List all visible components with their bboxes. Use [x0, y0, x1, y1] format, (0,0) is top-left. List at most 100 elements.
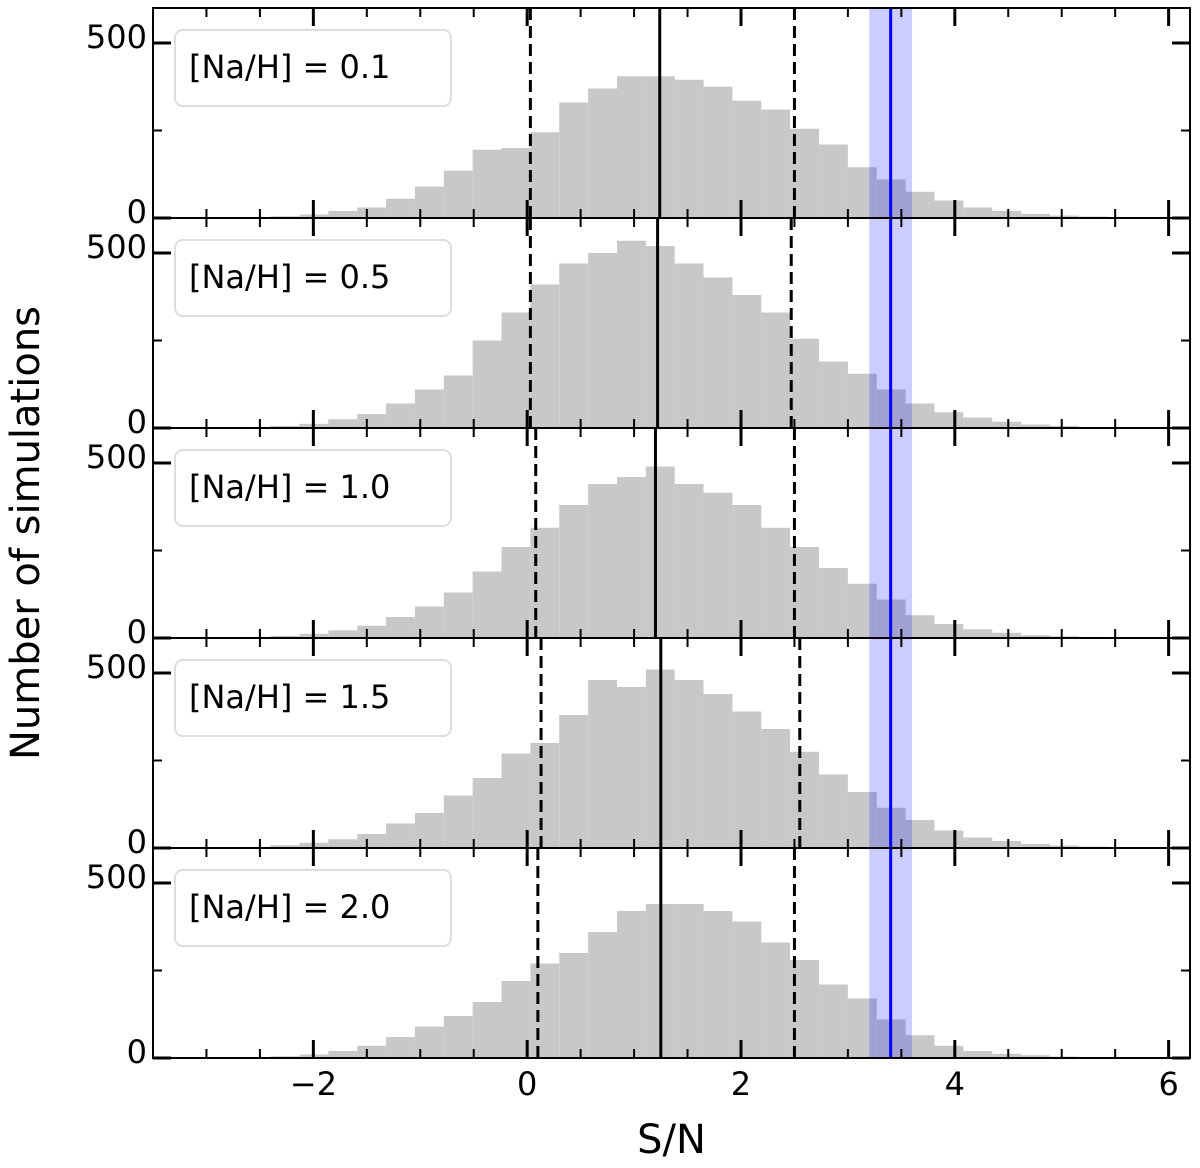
bar	[1021, 843, 1050, 848]
bar	[357, 1045, 387, 1058]
bar	[674, 904, 704, 1058]
bar	[732, 711, 762, 848]
bar	[992, 421, 1022, 428]
bar	[270, 425, 300, 428]
bar	[819, 774, 848, 848]
bar	[530, 284, 560, 428]
bar	[703, 911, 733, 1058]
bar	[328, 1051, 358, 1058]
panel-frame	[152, 847, 1191, 1059]
y-tick-label: 500	[86, 18, 147, 56]
bar	[588, 680, 617, 848]
annotation-box	[174, 29, 452, 107]
bar	[761, 729, 791, 848]
bar	[386, 403, 415, 428]
y-tick-label: 500	[86, 648, 147, 686]
bar	[963, 207, 993, 218]
bar	[386, 1037, 415, 1058]
bar	[270, 635, 300, 638]
bar	[1021, 424, 1050, 428]
bar	[645, 246, 675, 428]
annotation: [Na/H] = 0.5	[189, 258, 390, 296]
bar	[501, 753, 531, 848]
bar	[472, 571, 502, 638]
bar	[847, 583, 877, 638]
bar	[386, 823, 415, 848]
bar	[732, 100, 762, 218]
bar	[847, 792, 877, 848]
bar	[645, 466, 675, 638]
bar	[819, 984, 848, 1058]
bar	[761, 527, 791, 638]
bar	[790, 338, 820, 428]
y-tick-label: 500	[86, 438, 147, 476]
bar	[588, 932, 617, 1058]
bar	[588, 484, 617, 638]
bar	[674, 79, 704, 218]
bar	[472, 149, 502, 218]
bar	[616, 911, 646, 1058]
y-tick-label: 500	[86, 858, 147, 896]
bar	[963, 629, 993, 638]
y-tick-label: 0	[127, 1033, 147, 1071]
bar	[616, 240, 646, 428]
bar	[386, 198, 415, 218]
bar	[934, 412, 964, 428]
bar	[270, 845, 300, 848]
bar	[934, 1045, 964, 1058]
bar	[559, 715, 589, 848]
bar	[732, 505, 762, 638]
bar	[819, 568, 848, 638]
bar	[847, 167, 877, 218]
bar	[616, 687, 646, 848]
bar	[761, 109, 791, 218]
y-tick-label: 0	[127, 823, 147, 861]
y-tick-label: 0	[127, 193, 147, 231]
bar	[443, 795, 473, 848]
bar	[905, 191, 935, 218]
bar	[992, 841, 1022, 848]
bar	[847, 998, 877, 1058]
bar	[501, 148, 531, 218]
bar	[1021, 1055, 1050, 1058]
bar	[790, 751, 820, 848]
bar	[992, 632, 1022, 638]
bar	[674, 484, 704, 638]
bar	[963, 417, 993, 428]
bar	[934, 200, 964, 218]
bar	[328, 630, 358, 638]
bar	[328, 839, 358, 848]
bar	[934, 624, 964, 638]
bar	[732, 295, 762, 428]
y-axis-label: Number of simulations	[3, 306, 49, 760]
annotation: [Na/H] = 1.5	[189, 678, 390, 716]
bar	[443, 375, 473, 428]
bar	[616, 477, 646, 638]
bar	[414, 186, 444, 218]
bar	[414, 1026, 444, 1058]
bar	[905, 403, 935, 428]
bar	[472, 778, 502, 848]
bar	[616, 76, 646, 218]
bar	[992, 211, 1022, 218]
bar	[559, 505, 589, 638]
bar	[1049, 215, 1079, 218]
bar	[501, 312, 531, 428]
bar	[761, 942, 791, 1058]
bar	[559, 953, 589, 1058]
annotation-box	[174, 659, 452, 737]
bar	[501, 981, 531, 1058]
bar	[674, 680, 704, 848]
x-tick-label: 0	[517, 1065, 537, 1103]
bar	[905, 1035, 935, 1058]
bar	[703, 277, 733, 428]
bar	[963, 837, 993, 848]
bar	[357, 414, 387, 428]
bar	[703, 492, 733, 638]
y-tick-label: 0	[127, 403, 147, 441]
bar	[443, 592, 473, 638]
bar	[934, 830, 964, 848]
bar	[530, 743, 560, 848]
bar	[328, 211, 358, 218]
